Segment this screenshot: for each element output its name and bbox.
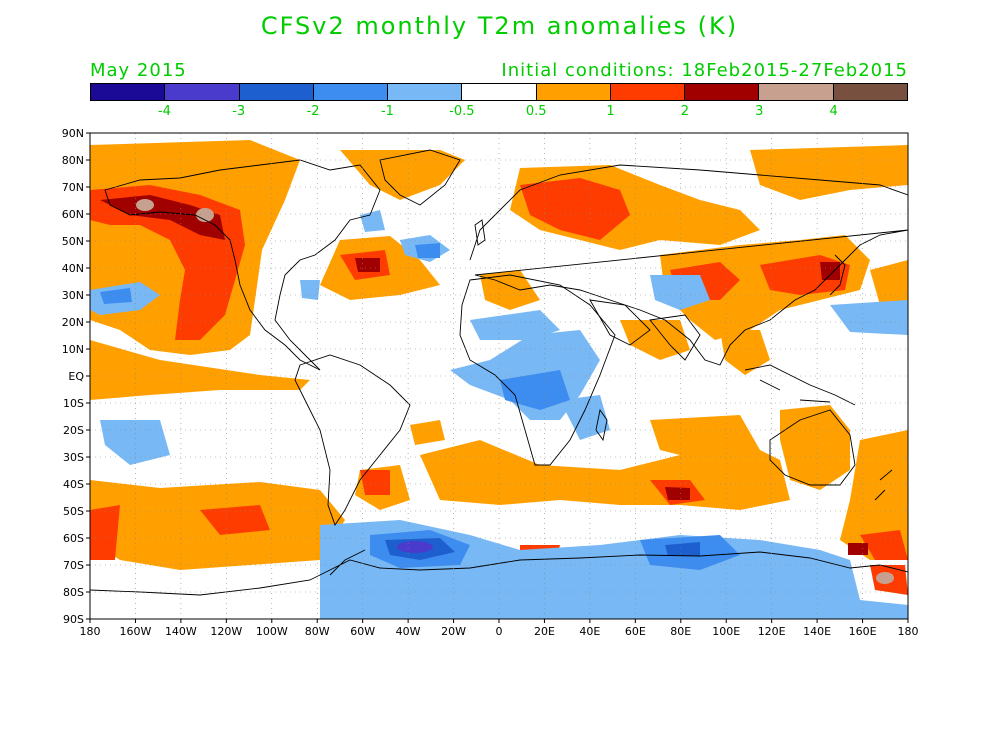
- longitude-tick-label: 180: [80, 625, 101, 638]
- longitude-tick-label: 160E: [849, 625, 877, 638]
- longitude-tick-label: 0: [496, 625, 503, 638]
- latitude-tick-label: EQ: [68, 370, 84, 383]
- colorbar-label: 1: [606, 104, 615, 119]
- longitude-tick-label: 140E: [803, 625, 831, 638]
- latitude-tick-label: 20S: [63, 424, 84, 437]
- longitude-axis: 180 160W 140W 120W 100W 80W 60W 40W 20W 0 20E 40E 60…: [80, 619, 919, 638]
- longitude-tick-label: 40E: [579, 625, 600, 638]
- longitude-tick-label: 140W: [165, 625, 197, 638]
- colorbar-label: -4: [157, 104, 171, 119]
- latitude-tick-label: 70S: [63, 559, 84, 572]
- latitude-tick-label: 30S: [63, 451, 84, 464]
- latitude-tick-label: 50N: [62, 235, 84, 248]
- latitude-tick-label: 90S: [63, 613, 84, 626]
- colorbar-label: -0.5: [449, 104, 475, 119]
- longitude-tick-label: 80W: [305, 625, 330, 638]
- colorbar-segment: [462, 84, 537, 100]
- colorbar-segment: [536, 84, 611, 100]
- longitude-tick-label: 20W: [441, 625, 466, 638]
- colorbar-label: -1: [380, 104, 394, 119]
- latitude-axis: 90N 80N 70N 60N 50N 40N 30N 20N 10N EQ 10S 20S 30S 40…: [62, 127, 90, 626]
- latitude-tick-label: 60S: [63, 532, 84, 545]
- initial-conditions: Initial conditions: 18Feb2015-27Feb2015: [501, 60, 908, 81]
- forecast-month: May 2015: [90, 60, 187, 81]
- longitude-tick-label: 180: [898, 625, 919, 638]
- colorbar-segment: [165, 84, 240, 100]
- colorbar-label: -3: [232, 104, 246, 119]
- colorbar-segment: [91, 84, 166, 100]
- colorbar-label: 3: [755, 104, 764, 119]
- colorbar-segment: [239, 84, 314, 100]
- longitude-tick-label: 40W: [396, 625, 421, 638]
- colorbar-segment: [759, 84, 834, 100]
- colorbar-segment: [388, 84, 463, 100]
- latitude-tick-label: 20N: [62, 316, 84, 329]
- latitude-tick-label: 70N: [62, 181, 84, 194]
- colorbar-label: 4: [829, 104, 838, 119]
- latitude-tick-label: 80S: [63, 586, 84, 599]
- longitude-tick-label: 160W: [120, 625, 152, 638]
- latitude-tick-label: 30N: [62, 289, 84, 302]
- latitude-tick-label: 80N: [62, 154, 84, 167]
- longitude-tick-label: 60W: [350, 625, 375, 638]
- longitude-tick-label: 80E: [670, 625, 691, 638]
- colorbar-legend: [90, 83, 908, 101]
- coastlines: [90, 149, 908, 596]
- longitude-tick-label: 100E: [712, 625, 740, 638]
- longitude-tick-label: 120W: [210, 625, 242, 638]
- colorbar-segment: [610, 84, 686, 100]
- latitude-tick-label: 10S: [63, 397, 84, 410]
- longitude-tick-label: 60E: [625, 625, 646, 638]
- longitude-tick-label: 120E: [758, 625, 786, 638]
- latitude-tick-label: 50S: [63, 505, 84, 518]
- gridlines: [90, 133, 908, 619]
- colorbar-segment: [685, 84, 760, 100]
- colorbar-label: -2: [306, 104, 320, 119]
- colorbar-segment: [833, 84, 907, 100]
- anomaly-field: [90, 140, 908, 619]
- longitude-tick-label: 100W: [256, 625, 288, 638]
- latitude-tick-label: 90N: [62, 127, 84, 140]
- chart-title: CFSv2 monthly T2m anomalies (K): [260, 12, 739, 40]
- colorbar-label: 0.5: [525, 104, 547, 119]
- latitude-tick-label: 10N: [62, 343, 84, 356]
- latitude-tick-label: 60N: [62, 208, 84, 221]
- latitude-tick-label: 40S: [63, 478, 84, 491]
- colorbar-label: 2: [680, 104, 690, 119]
- longitude-tick-label: 20E: [534, 625, 555, 638]
- latitude-tick-label: 40N: [62, 262, 84, 275]
- colorbar-segment: [313, 84, 389, 100]
